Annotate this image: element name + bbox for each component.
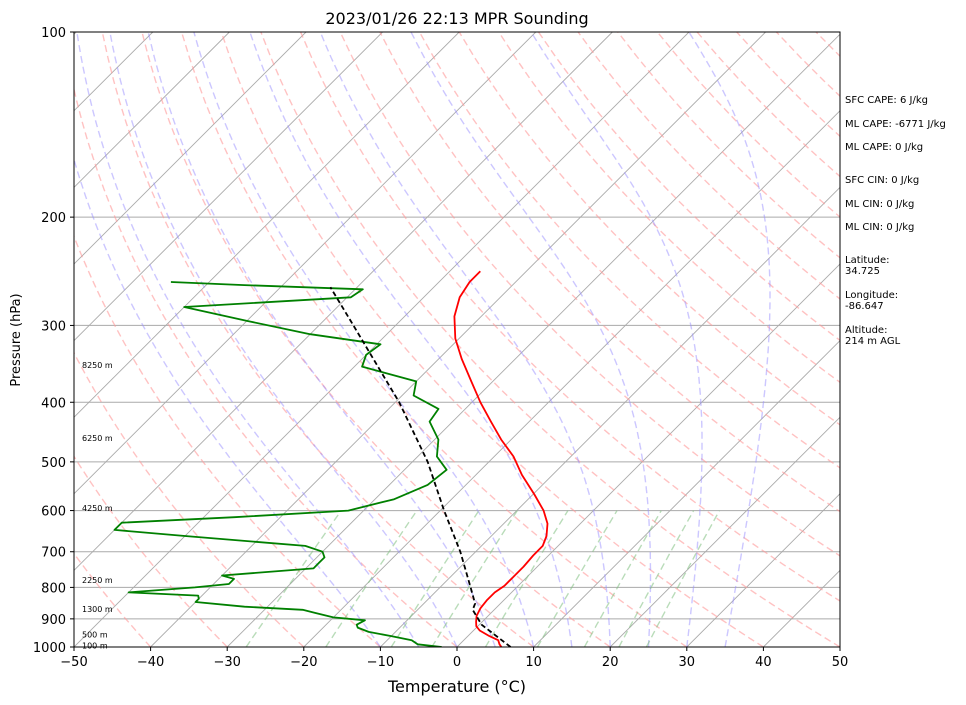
altitude-text: Altitude: 214 m AGL — [845, 325, 901, 347]
moist-adiabat-line — [76, 32, 420, 647]
x-tick-label: −40 — [137, 655, 164, 670]
height-label: 100 m — [82, 642, 108, 651]
isotherm-line — [456, 263, 840, 647]
y-tick-label: 400 — [41, 396, 66, 411]
isotherm-line — [74, 32, 690, 647]
isotherm-line — [74, 32, 230, 189]
isotherm-line — [303, 110, 840, 647]
dry-adiabat-line — [260, 32, 840, 647]
mixing-ratio-line — [645, 510, 721, 647]
x-tick-label: 30 — [679, 655, 696, 670]
dry-adiabat-line — [141, 32, 611, 647]
y-tick-label: 100 — [41, 26, 66, 41]
isotherm-line — [74, 32, 383, 342]
mixing-ratio-line — [484, 510, 569, 647]
moist-adiabat-line — [193, 32, 535, 647]
mixing-ratio-line — [431, 510, 518, 647]
x-tick-label: 40 — [755, 655, 772, 670]
isotherm-line — [609, 416, 840, 647]
isotherm-line — [150, 32, 766, 647]
mixing-ratio-line — [325, 510, 418, 647]
dry-adiabat-line — [74, 552, 152, 647]
mixing-ratio-line — [618, 510, 695, 647]
isotherm-line — [686, 493, 840, 647]
background-lines — [74, 32, 840, 647]
plot-frame — [73, 31, 841, 648]
dry-adiabat-line — [74, 86, 458, 647]
ml-cin-text-2: ML CIN: 0 J/kg — [845, 222, 915, 233]
dry-adiabat-line — [101, 32, 535, 647]
isotherm-line — [74, 32, 537, 495]
moist-adiabat-line — [147, 32, 496, 647]
y-tick-label: 700 — [41, 546, 66, 561]
moist-adiabat-line — [249, 32, 573, 647]
x-tick-label: −20 — [290, 655, 317, 670]
dry-adiabat-line — [74, 455, 228, 647]
height-label: 6250 m — [82, 434, 113, 443]
dry-adiabat-line — [577, 32, 840, 300]
parcel-line — [329, 286, 512, 647]
moist-adiabat-line — [530, 32, 703, 647]
y-tick-label: 600 — [41, 505, 66, 520]
dry-adiabat-line — [74, 234, 381, 647]
height-label: 8250 m — [82, 361, 113, 370]
isotherm-line — [74, 32, 613, 572]
temperature-line — [453, 270, 549, 647]
x-tick-label: 50 — [832, 655, 849, 670]
dry-adiabat-line — [220, 32, 764, 647]
height-label: 4250 m — [82, 504, 113, 513]
chart-title: 2023/01/26 22:13 MPR Sounding — [325, 9, 588, 28]
height-labels: 100 m 500 m 1300 m 2250 m 4250 m 6250 m 8250 m — [82, 361, 113, 651]
x-tick-label: −30 — [213, 655, 240, 670]
moist-adiabat-line — [319, 32, 611, 647]
ml-cin-text-1: ML CIN: 0 J/kg — [845, 199, 915, 210]
dry-adiabat-line — [379, 32, 840, 513]
y-tick-label: 800 — [41, 581, 66, 596]
x-tick-label: 10 — [525, 655, 542, 670]
moist-adiabat-line — [74, 157, 381, 647]
ml-cape-text-1: ML CAPE: -6771 J/kg — [845, 119, 946, 130]
y-tick-label: 900 — [41, 613, 66, 628]
dry-adiabat-line — [339, 32, 840, 557]
height-label: 500 m — [82, 631, 108, 640]
mixing-ratio-line — [390, 510, 480, 647]
mixing-ratio-line — [536, 510, 618, 647]
dry-adiabat-line — [299, 32, 840, 602]
dewpoint-line — [113, 281, 448, 647]
dry-adiabat-line — [180, 32, 688, 647]
x-axis-label: Temperature (°C) — [387, 677, 526, 696]
isotherm-line — [226, 33, 840, 647]
sfc-cape-text: SFC CAPE: 6 J/kg — [845, 95, 928, 106]
longitude-text: Longitude: -86.647 — [845, 290, 899, 312]
latitude-text: Latitude: 34.725 — [845, 255, 890, 277]
x-axis: −50 −40 −30 −20 −10 0 10 20 30 40 50 — [60, 647, 848, 670]
sounding-series — [113, 270, 549, 647]
isotherm-line — [74, 32, 460, 418]
isotherm-line — [533, 339, 840, 647]
y-tick-label: 1000 — [33, 641, 66, 656]
height-label: 2250 m — [82, 576, 113, 585]
x-tick-label: −50 — [60, 655, 87, 670]
x-tick-label: 20 — [602, 655, 619, 670]
mixing-ratio-line — [245, 510, 342, 647]
y-axis: 100 200 300 400 500 600 700 800 900 1000 — [33, 26, 74, 656]
y-tick-label: 200 — [41, 211, 66, 226]
moist-adiabat-line — [688, 32, 771, 647]
ml-cape-text-2: ML CAPE: 0 J/kg — [845, 142, 924, 153]
mixing-ratio-line — [583, 510, 662, 647]
dry-adiabat-line — [498, 32, 840, 384]
height-label: 1300 m — [82, 605, 113, 614]
y-tick-label: 300 — [41, 319, 66, 334]
moist-adiabat-line — [410, 32, 652, 647]
y-axis-label: Pressure (hPa) — [9, 293, 24, 386]
y-tick-label: 500 — [41, 456, 66, 471]
dry-adiabat-line — [537, 32, 840, 342]
isotherm-line — [380, 186, 840, 647]
x-tick-label: −10 — [367, 655, 394, 670]
moist-adiabat-line — [109, 32, 458, 647]
x-tick-label: 0 — [453, 655, 461, 670]
sfc-cin-text: SFC CIN: 0 J/kg — [845, 175, 920, 186]
isotherm-line — [74, 32, 307, 265]
